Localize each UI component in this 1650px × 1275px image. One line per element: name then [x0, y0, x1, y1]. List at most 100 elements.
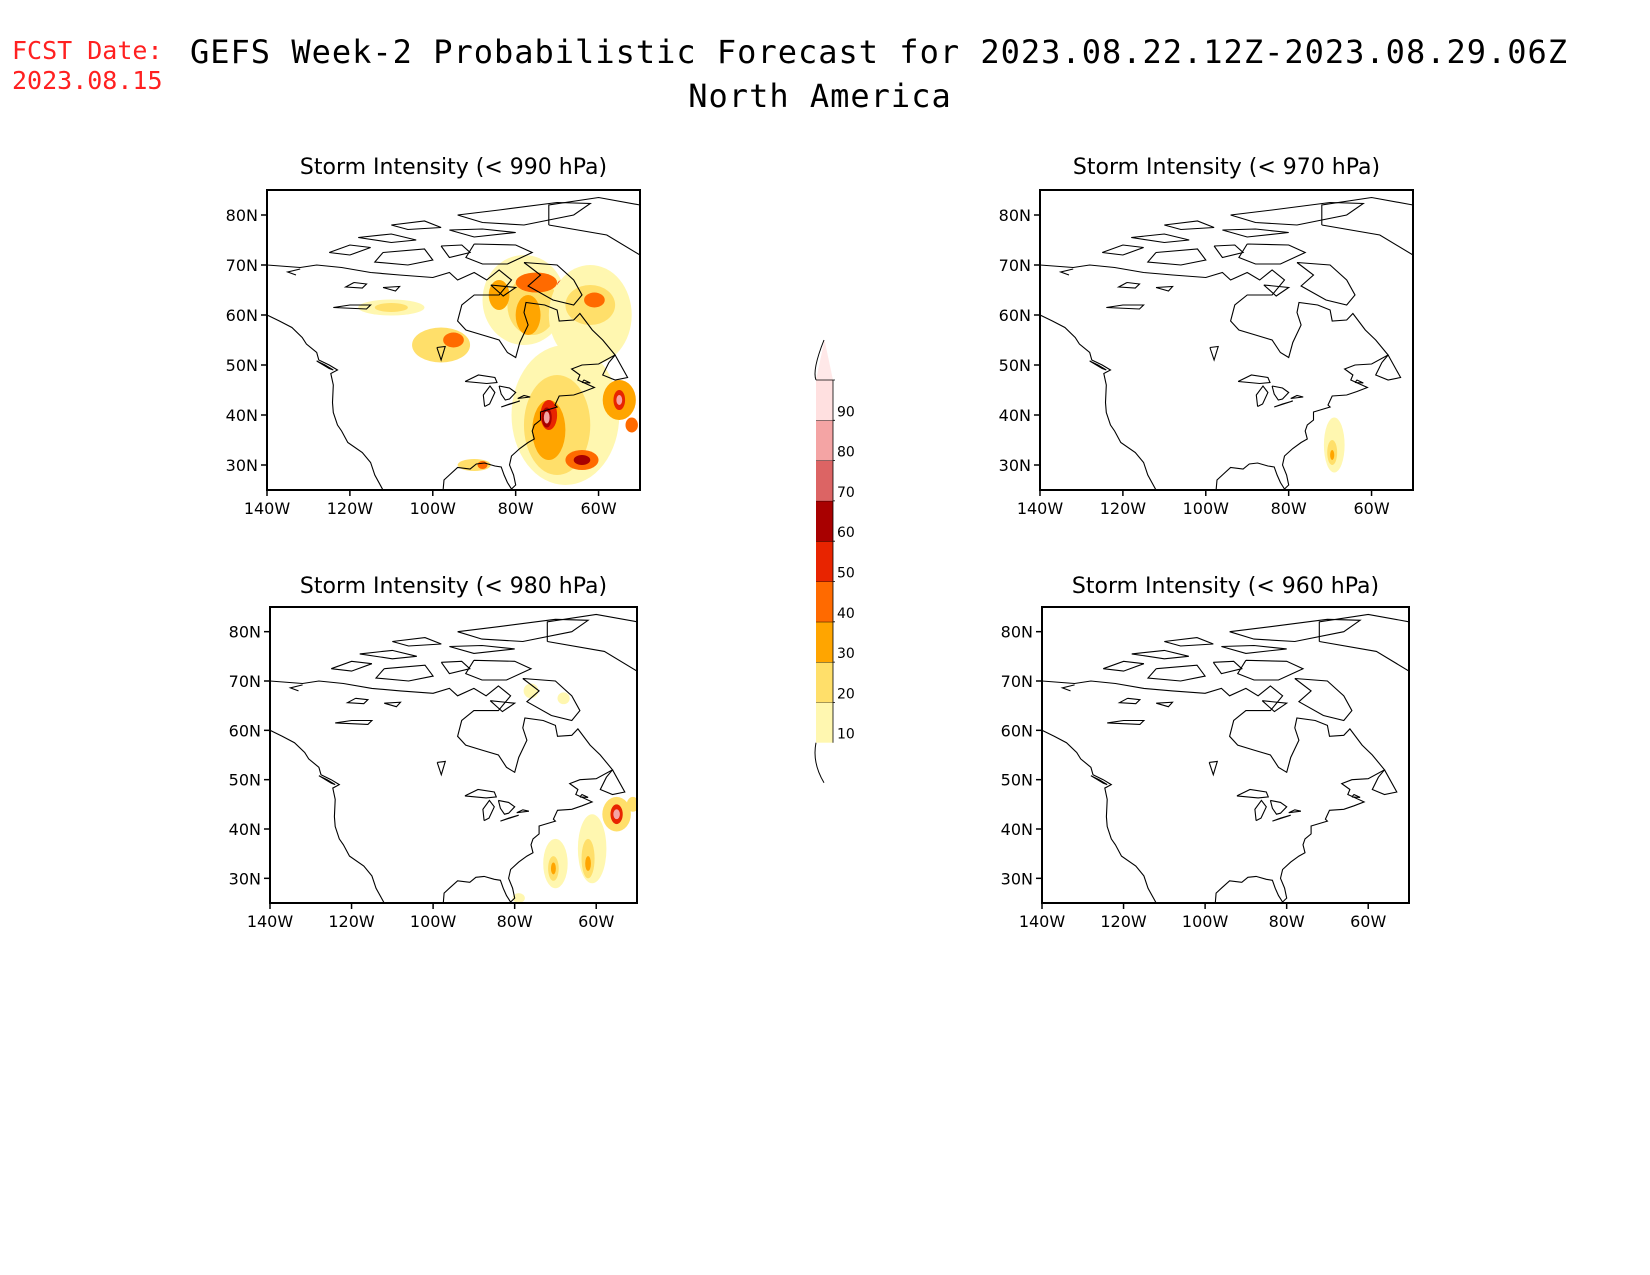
coastline [490, 284, 518, 297]
coastline [517, 394, 531, 400]
coastline [382, 285, 401, 292]
lon-tick-label: 80W [497, 912, 533, 931]
coastline [1155, 285, 1174, 292]
colorbar-swatch-30 [816, 621, 833, 663]
coastline [497, 799, 516, 815]
region-subtitle: North America [688, 77, 952, 115]
coastline [1040, 314, 1157, 490]
lon-tick-label: 120W [1100, 912, 1147, 931]
coastline [579, 793, 589, 798]
lat-tick-label: 80N [229, 623, 261, 642]
coastline [270, 729, 385, 903]
coastline [457, 618, 590, 643]
colorbar-label: 30 [837, 646, 855, 662]
coastline [1221, 644, 1287, 654]
map-frame [269, 606, 638, 904]
coastline [1156, 701, 1174, 708]
colorbar-label: 40 [837, 606, 855, 622]
page-title: GEFS Week-2 Probabilistic Forecast for 2… [190, 33, 1569, 71]
coastline [1254, 799, 1267, 822]
lon-tick-label: 60W [580, 499, 616, 518]
colorbar-swatch-90 [816, 380, 833, 421]
coastline [1354, 379, 1364, 384]
lat-tick-label: 70N [229, 672, 261, 691]
coastline [449, 644, 515, 654]
map-area [1042, 613, 1409, 903]
probability-contour-10 [557, 692, 570, 705]
coastline [1371, 769, 1398, 796]
probability-contour-20 [626, 796, 637, 812]
lat-tick-label: 30N [229, 869, 261, 888]
lat-tick-label: 50N [226, 356, 258, 375]
lat-tick-label: 60N [1001, 721, 1033, 740]
coastline [358, 233, 417, 244]
coastline [436, 760, 447, 777]
lon-tick-label: 60W [1350, 912, 1386, 931]
coastline [1131, 649, 1189, 660]
coastline [288, 684, 303, 692]
coastline [1060, 684, 1075, 692]
coastline [318, 775, 336, 786]
lon-tick-label: 100W [410, 499, 457, 518]
map-area [267, 196, 640, 490]
coastline [1164, 220, 1215, 231]
coastline [1107, 719, 1146, 725]
coastline [1296, 261, 1356, 306]
coastline [440, 244, 472, 259]
panel-title: Storm Intensity (< 980 hPa) [300, 574, 607, 599]
coastline [335, 719, 374, 725]
lat-tick-label: 60N [999, 306, 1031, 325]
coastline [482, 799, 495, 822]
coastline [1263, 284, 1291, 297]
coastline [1164, 637, 1214, 647]
map-panel-p980: Storm Intensity (< 980 hPa) 80N 70N 60N 50N 4… [229, 574, 638, 931]
coastline [285, 268, 301, 276]
lon-tick-label: 100W [1182, 912, 1229, 931]
coastline [546, 613, 637, 672]
lat-tick-label: 40N [229, 820, 261, 839]
lat-tick-label: 40N [226, 406, 258, 425]
probability-contour-40 [477, 461, 488, 469]
coastline [1116, 281, 1141, 289]
lon-tick-label: 140W [244, 499, 291, 518]
coastline [501, 400, 520, 408]
lon-tick-label: 120W [328, 912, 375, 931]
coastline [1321, 196, 1413, 256]
colorbar-label: 10 [837, 727, 855, 743]
colorbar-label: 90 [837, 404, 855, 420]
panel-title: Storm Intensity (< 960 hPa) [1072, 574, 1379, 599]
coastline [440, 660, 471, 675]
lat-tick-label: 30N [1001, 869, 1033, 888]
coastline [1236, 788, 1270, 799]
colorbar-label: 50 [837, 566, 855, 582]
lon-tick-label: 80W [1271, 499, 1307, 518]
lon-tick-label: 140W [247, 912, 294, 931]
colorbar-swatch-50 [816, 541, 833, 582]
coastline [1117, 697, 1142, 705]
coastline [581, 379, 591, 384]
coastline [1261, 700, 1289, 713]
colorbar-label: 60 [837, 525, 855, 541]
coastline [436, 345, 446, 362]
coastline [1106, 304, 1145, 310]
coastline [374, 664, 435, 682]
coastline [457, 201, 592, 226]
probability-contour-40 [584, 292, 605, 308]
map-frame [1041, 606, 1410, 904]
lat-tick-label: 70N [999, 256, 1031, 275]
coastline [1213, 244, 1245, 259]
colorbar-bottom-edge [814, 742, 825, 783]
lon-tick-label: 140W [1017, 499, 1064, 518]
coastline [1090, 775, 1108, 786]
coastline [1236, 659, 1305, 681]
panel-title: Storm Intensity (< 990 hPa) [300, 155, 607, 180]
lat-tick-label: 50N [999, 356, 1031, 375]
probability-contour-40 [443, 332, 464, 348]
colorbar-label: 20 [837, 686, 855, 702]
lat-tick-label: 60N [229, 721, 261, 740]
lat-tick-label: 50N [1001, 771, 1033, 790]
probability-contour-40 [625, 417, 638, 433]
map-area [270, 613, 637, 903]
coastline [548, 196, 640, 256]
colorbar-swatch-70 [816, 460, 833, 501]
